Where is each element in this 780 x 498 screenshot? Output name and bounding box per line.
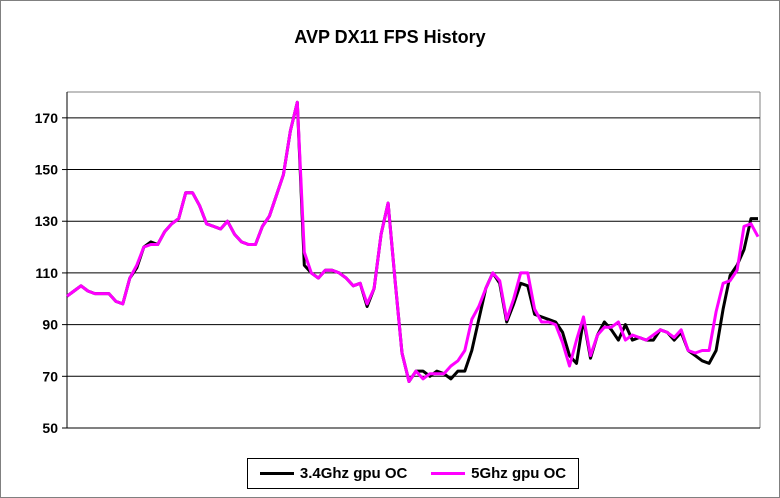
- legend-item-1: 5Ghz gpu OC: [431, 465, 566, 482]
- y-tick-label: 90: [42, 317, 58, 333]
- y-tick-label: 110: [35, 265, 58, 281]
- y-tick-label: 170: [35, 110, 59, 126]
- legend-label: 3.4Ghz gpu OC: [299, 465, 408, 482]
- y-tick-label: 50: [42, 420, 58, 436]
- legend: 3.4Ghz gpu OC 5Ghz gpu OC: [247, 458, 579, 489]
- legend-item-0: 3.4Ghz gpu OC: [259, 465, 408, 482]
- y-tick-label: 150: [35, 162, 59, 178]
- legend-label: 5Ghz gpu OC: [471, 465, 567, 482]
- legend-swatch: [259, 472, 294, 475]
- chart-title: AVP DX11 FPS History: [294, 27, 486, 47]
- series-line-1: [66, 100, 760, 383]
- series-line-0: [66, 100, 758, 383]
- y-tick-label: 130: [35, 213, 59, 229]
- legend-swatch: [431, 472, 466, 475]
- y-tick-label: 70: [42, 368, 58, 384]
